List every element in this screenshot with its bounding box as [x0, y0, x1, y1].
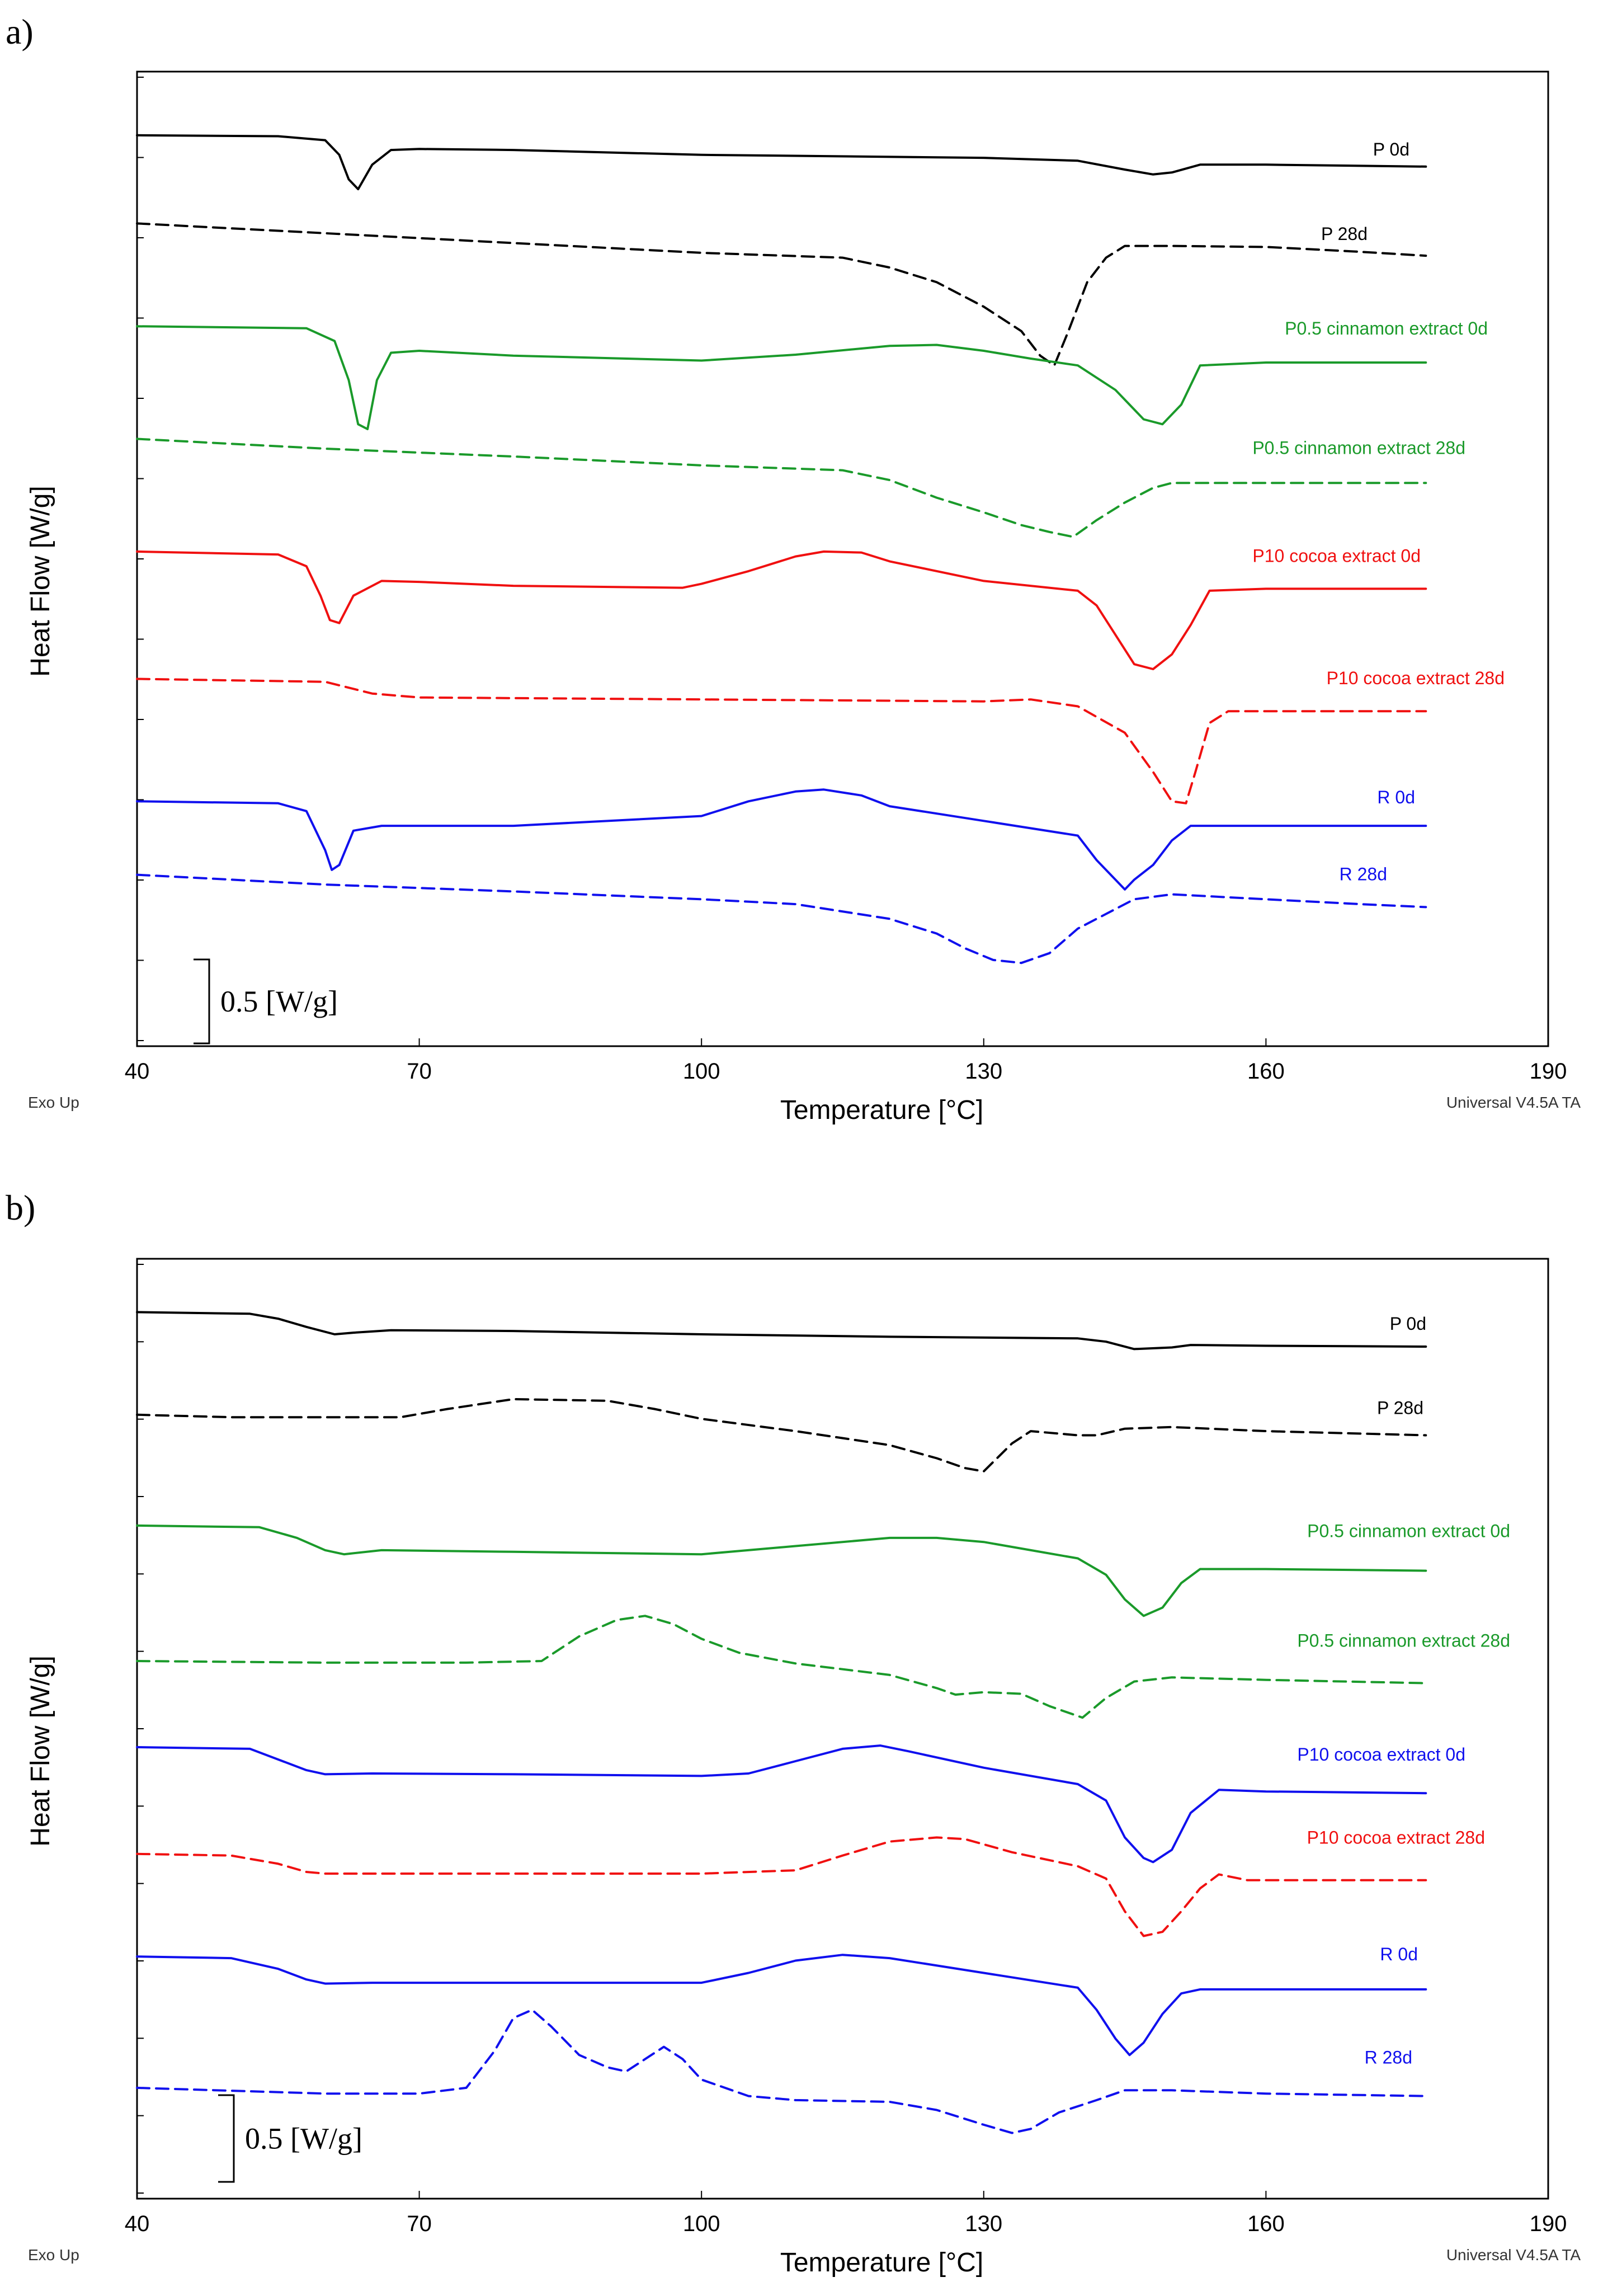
series-line-r-0d — [136, 788, 1427, 891]
x-tick-label: 130 — [965, 1059, 1002, 1084]
x-tick-label: 160 — [1247, 2212, 1285, 2236]
series-line-r-28d — [136, 873, 1427, 964]
series-label-p0-5-cinnamon-extract-0d: P0.5 cinnamon extract 0d — [1307, 1521, 1510, 1541]
series-label-p10-cocoa-extract-28d: P10 cocoa extract 28d — [1307, 1828, 1485, 1848]
series-label-p0-5-cinnamon-extract-28d: P0.5 cinnamon extract 28d — [1252, 437, 1465, 458]
footer-right: Universal V4.5A TA — [1446, 1094, 1581, 1111]
panel-label: a) — [6, 12, 34, 51]
series-label-r-28d: R 28d — [1340, 864, 1387, 884]
footer-left: Exo Up — [28, 1094, 79, 1111]
series-line-p0-5-cinnamon-extract-0d — [136, 325, 1427, 430]
panel-a: a) 40 70 100 130 160 190 Temperature [°C] Heat F… — [6, 12, 1581, 1125]
x-tick-label: 70 — [407, 2212, 432, 2236]
series-label-r-28d: R 28d — [1365, 2048, 1412, 2068]
series-label-p-28d: P 28d — [1321, 224, 1368, 244]
series-label-r-0d: R 0d — [1377, 787, 1415, 807]
series-label-p10-cocoa-extract-0d: P10 cocoa extract 0d — [1297, 1744, 1465, 1765]
series-label-p-0d: P 0d — [1390, 1314, 1426, 1334]
x-tick-label: 130 — [965, 2212, 1002, 2236]
series-label-r-0d: R 0d — [1380, 1944, 1418, 1964]
series-label-p10-cocoa-extract-28d: P10 cocoa extract 28d — [1327, 668, 1505, 688]
x-tick-label: 160 — [1247, 1059, 1285, 1084]
series-line-r-0d — [136, 1954, 1427, 2057]
scale-bar-label: 0.5 [W/g] — [245, 2122, 362, 2156]
series-label-p0-5-cinnamon-extract-0d: P0.5 cinnamon extract 0d — [1285, 318, 1488, 338]
x-axis-title: Temperature [°C] — [780, 1095, 983, 1125]
series-line-p0-5-cinnamon-extract-28d — [136, 1615, 1427, 1719]
series-line-p10-cocoa-extract-0d — [136, 550, 1427, 670]
footer-right: Universal V4.5A TA — [1446, 2246, 1581, 2264]
x-tick-label: 190 — [1530, 1059, 1567, 1084]
x-tick-label: 190 — [1530, 2212, 1567, 2236]
y-axis-ticks — [137, 1264, 144, 2194]
series-line-p0-5-cinnamon-extract-0d — [136, 1524, 1427, 1617]
footer-left: Exo Up — [28, 2246, 79, 2264]
series-label-p10-cocoa-extract-0d: P10 cocoa extract 0d — [1252, 545, 1421, 566]
y-axis-title: Heat Flow [W/g] — [26, 1655, 55, 1846]
x-axis-title: Temperature [°C] — [780, 2248, 983, 2278]
series-line-p10-cocoa-extract-28d — [136, 1836, 1427, 1937]
x-tick-label: 100 — [683, 1059, 720, 1084]
x-tick-label: 40 — [125, 1059, 150, 1084]
scale-bar — [194, 958, 210, 1045]
series-label-p-28d: P 28d — [1377, 1398, 1423, 1418]
series-line-p-0d — [136, 1311, 1427, 1351]
series-line-p0-5-cinnamon-extract-28d — [136, 437, 1427, 538]
scale-bar-label: 0.5 [W/g] — [220, 985, 338, 1018]
series-line-p-0d — [136, 134, 1427, 191]
series-line-p-28d — [136, 1398, 1427, 1472]
series-label-p-0d: P 0d — [1373, 139, 1409, 159]
x-tick-label: 40 — [125, 2212, 150, 2236]
series-line-p10-cocoa-extract-28d — [136, 677, 1427, 804]
y-axis-title: Heat Flow [W/g] — [26, 486, 55, 676]
series-line-p10-cocoa-extract-0d — [136, 1744, 1427, 1864]
panel-label: b) — [6, 1188, 35, 1227]
panel-b: b) 40 70 100 130 160 190 Temperature [°C] Heat F… — [6, 1188, 1581, 2278]
series-line-p-28d — [136, 222, 1427, 367]
y-axis-ticks — [137, 77, 144, 1041]
x-tick-label: 100 — [683, 2212, 720, 2236]
series-line-r-28d — [136, 2008, 1427, 2134]
x-tick-label: 70 — [407, 1059, 432, 1084]
plot-frame — [136, 1258, 1549, 2200]
series-label-p0-5-cinnamon-extract-28d: P0.5 cinnamon extract 28d — [1297, 1631, 1510, 1651]
scale-bar — [218, 2094, 235, 2183]
